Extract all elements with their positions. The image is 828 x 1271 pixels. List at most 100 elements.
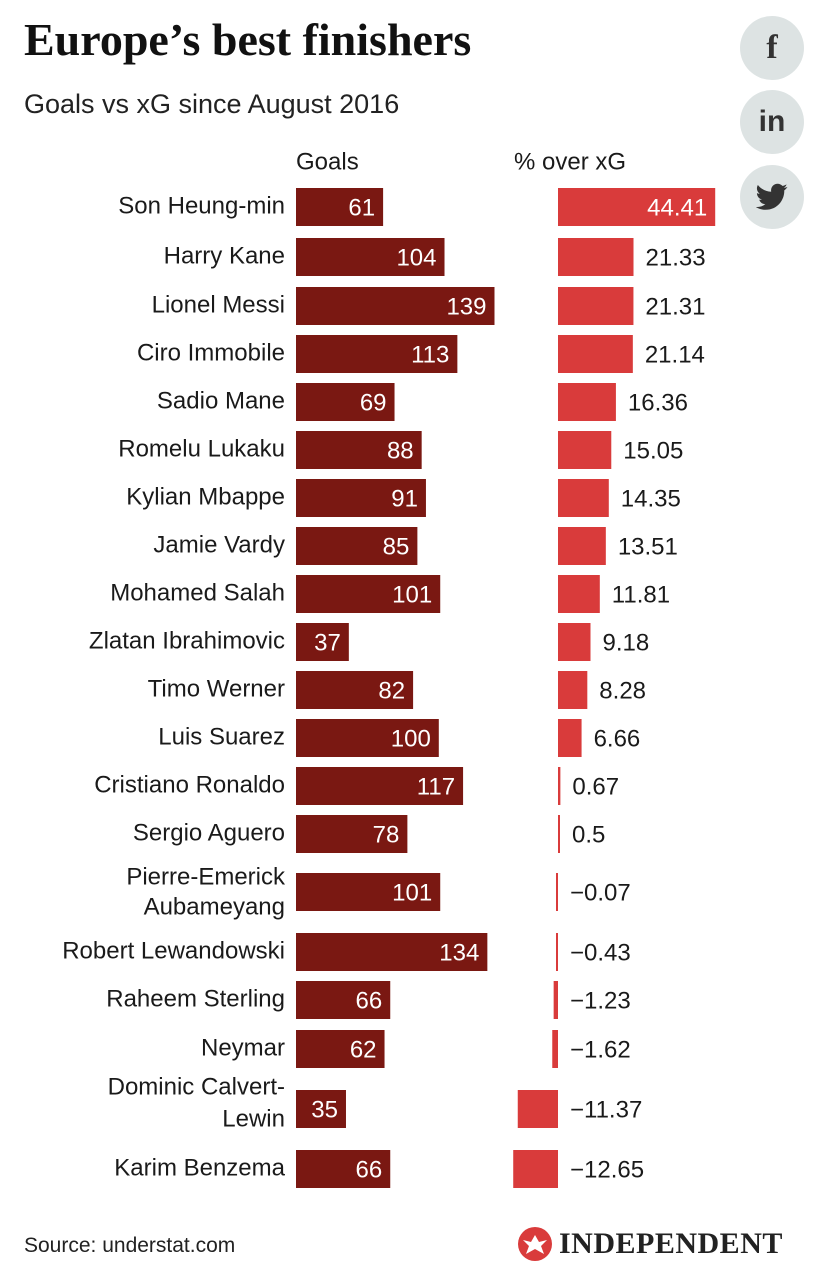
xg-value-label: −1.23 (570, 987, 631, 1014)
goals-bar (296, 671, 414, 709)
goals-bar (296, 1150, 391, 1188)
player-name-label: Son Heung-min (118, 192, 285, 219)
goals-bar (296, 981, 391, 1019)
xg-bar (558, 623, 591, 661)
xg-value-label: 0.67 (572, 773, 619, 800)
xg-bar (558, 527, 606, 565)
goals-value-label: 101 (392, 581, 432, 608)
goals-value-label: 69 (360, 389, 387, 416)
goals-value-label: 35 (311, 1096, 338, 1123)
player-name-label: Timo Werner (148, 675, 285, 702)
xg-bar (556, 933, 558, 971)
goals-bar (296, 815, 408, 853)
xg-value-label: 14.35 (621, 485, 681, 512)
linkedin-icon: in (758, 105, 786, 138)
player-name-label: Cristiano Ronaldo (94, 771, 285, 798)
xg-value-label: 21.33 (646, 244, 706, 271)
goals-value-label: 91 (391, 485, 418, 512)
goals-bar (296, 1030, 385, 1068)
xg-bar (558, 287, 634, 325)
player-name-label: Karim Benzema (114, 1154, 285, 1181)
goals-bar (296, 623, 349, 661)
goals-value-label: 61 (348, 194, 375, 221)
xg-value-label: 11.81 (612, 581, 670, 608)
goals-bar (296, 873, 441, 911)
player-name-label: Dominic Calvert- (108, 1073, 285, 1100)
goals-bar (296, 238, 445, 276)
goals-value-label: 104 (396, 244, 436, 271)
xg-bar (517, 1090, 558, 1128)
xg-bar (558, 431, 612, 469)
goals-value-label: 85 (383, 533, 410, 560)
xg-value-label: 21.14 (645, 341, 705, 368)
player-name-label: Raheem Sterling (106, 985, 285, 1012)
player-name-label: Aubameyang (144, 893, 285, 920)
chart-title: Europe’s best finishers (24, 14, 472, 65)
xg-bar (558, 383, 616, 421)
player-name-label: Sergio Aguero (133, 819, 285, 846)
publisher-name: INDEPENDENT (559, 1227, 783, 1260)
xg-value-label: −11.37 (570, 1096, 642, 1123)
xg-bar (558, 238, 634, 276)
xg-value-label: 8.28 (599, 677, 646, 704)
xg-value-label: 15.05 (623, 437, 683, 464)
xg-value-label: 0.5 (572, 821, 605, 848)
player-name-label: Robert Lewandowski (62, 937, 285, 964)
goals-bar (296, 527, 418, 565)
goals-value-label: 62 (350, 1036, 377, 1063)
source-note: Source: understat.com (24, 1234, 236, 1257)
player-name-label: Lewin (222, 1105, 285, 1132)
goals-column-header: Goals (296, 148, 359, 175)
xg-value-label: −12.65 (570, 1156, 644, 1183)
twitter-share-button[interactable] (740, 165, 804, 229)
xg-bar (556, 873, 558, 911)
goals-bar (296, 287, 495, 325)
xg-value-label: 6.66 (594, 725, 641, 752)
player-name-label: Ciro Immobile (137, 339, 285, 366)
xg-value-label: −0.07 (570, 879, 631, 906)
goals-value-label: 66 (356, 987, 383, 1014)
goals-bar (296, 767, 464, 805)
goals-bar (296, 933, 488, 971)
xg-value-label: 44.41 (647, 194, 707, 221)
player-name-label: Neymar (201, 1034, 285, 1061)
goals-bar (296, 1090, 346, 1128)
xg-bar (558, 575, 600, 613)
xg-value-label: 9.18 (602, 629, 649, 656)
xg-bar (558, 815, 560, 853)
linkedin-share-button[interactable]: in (740, 90, 804, 154)
goals-value-label: 101 (392, 879, 432, 906)
player-name-label: Pierre-Emerick (126, 863, 286, 890)
goals-value-label: 139 (446, 293, 486, 320)
goals-bar (296, 188, 384, 226)
player-name-label: Lionel Messi (152, 291, 285, 318)
goals-value-label: 88 (387, 437, 414, 464)
goals-value-label: 100 (391, 725, 431, 752)
xg-value-label: 21.31 (645, 293, 705, 320)
xg-bar (558, 479, 609, 517)
xg-column-header: % over xG (514, 148, 626, 175)
goals-value-label: 82 (378, 677, 405, 704)
goals-value-label: 37 (314, 629, 341, 656)
xg-bar (558, 719, 582, 757)
bar-chart: Goals % over xG Son Heung-min 61 44.41 Harry … (62, 148, 716, 1188)
goals-bar (296, 383, 395, 421)
facebook-share-button[interactable]: f (740, 16, 804, 80)
goals-bar (296, 575, 441, 613)
goals-value-label: 113 (411, 341, 449, 368)
xg-value-label: 16.36 (628, 389, 688, 416)
eagle-logo-icon (518, 1227, 552, 1261)
player-name-label: Sadio Mane (157, 387, 285, 414)
xg-value-label: −1.62 (570, 1036, 631, 1063)
twitter-icon (756, 183, 788, 210)
goals-value-label: 117 (417, 773, 455, 800)
goals-bar (296, 335, 458, 373)
goals-bar (296, 719, 439, 757)
goals-bar (296, 431, 422, 469)
xg-bar (558, 767, 561, 805)
player-name-label: Luis Suarez (158, 723, 285, 750)
player-name-label: Romelu Lukaku (118, 435, 285, 462)
xg-value-label: 13.51 (618, 533, 678, 560)
xg-bar (558, 188, 716, 226)
goals-value-label: 78 (373, 821, 400, 848)
